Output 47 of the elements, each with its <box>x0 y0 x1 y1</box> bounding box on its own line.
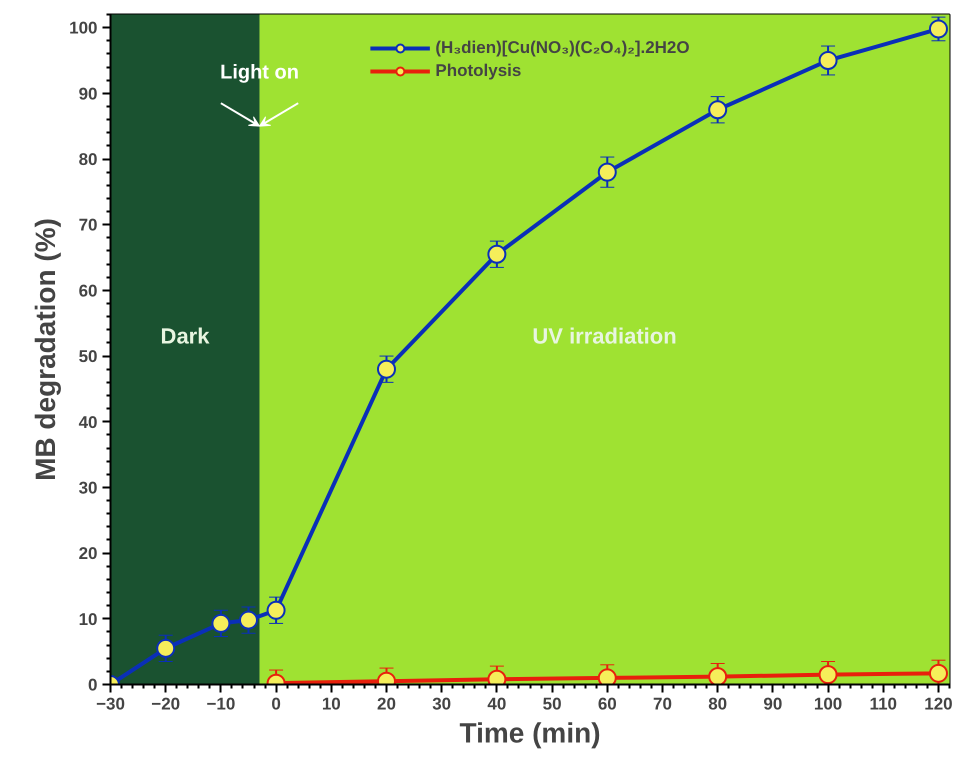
point <box>818 665 838 684</box>
point <box>156 638 176 658</box>
x-tick-label: −30 <box>96 694 125 714</box>
y-tick-label: 30 <box>78 478 98 498</box>
legend-label: Photolysis <box>435 61 522 81</box>
x-tick-label: 100 <box>814 694 842 714</box>
band-label: UV irradiation <box>532 324 677 349</box>
x-tick-label: 40 <box>487 694 506 714</box>
x-tick-label: 50 <box>542 694 562 714</box>
y-tick-label: 10 <box>78 610 98 629</box>
point <box>708 667 728 684</box>
y-tick-label: 80 <box>78 150 98 170</box>
y-tick-label: 100 <box>69 18 98 38</box>
x-tick-label: 30 <box>432 694 452 714</box>
x-tick-label: 20 <box>377 694 396 714</box>
point <box>818 50 838 70</box>
x-tick-label: 90 <box>763 694 782 714</box>
y-tick-label: 0 <box>88 676 98 694</box>
y-axis-title: MB degradation (%) <box>30 218 62 481</box>
x-tick-label: 70 <box>653 694 672 714</box>
x-tick-label: −10 <box>206 694 236 714</box>
point <box>238 610 258 630</box>
x-tick-label: 0 <box>271 694 281 714</box>
y-tick-label: 60 <box>78 281 98 300</box>
point <box>211 614 230 633</box>
point <box>487 244 506 264</box>
x-tick-label: 80 <box>708 694 728 714</box>
point <box>598 162 617 182</box>
point <box>376 360 396 379</box>
band-label: Dark <box>160 324 210 349</box>
legend-label: (H₃dien)[Cu(NO₃)(C₂O₄)₂].2H2O <box>435 38 690 58</box>
y-tick-label: 20 <box>78 544 98 564</box>
x-tick-label: 10 <box>322 694 341 714</box>
x-tick-label: 60 <box>598 694 617 714</box>
point <box>708 100 728 120</box>
x-tick-label: −20 <box>151 694 180 714</box>
point <box>266 600 286 620</box>
y-tick-label: 50 <box>78 347 98 366</box>
point <box>928 19 948 38</box>
point <box>928 664 948 683</box>
x-tick-label: 110 <box>870 694 897 714</box>
x-axis-title: Time (min) <box>459 718 601 748</box>
y-tick-label: 40 <box>78 412 98 432</box>
point <box>598 668 617 684</box>
y-tick-label: 70 <box>78 216 98 235</box>
x-tick-label: 120 <box>924 694 953 714</box>
y-tick-label: 90 <box>78 84 98 104</box>
